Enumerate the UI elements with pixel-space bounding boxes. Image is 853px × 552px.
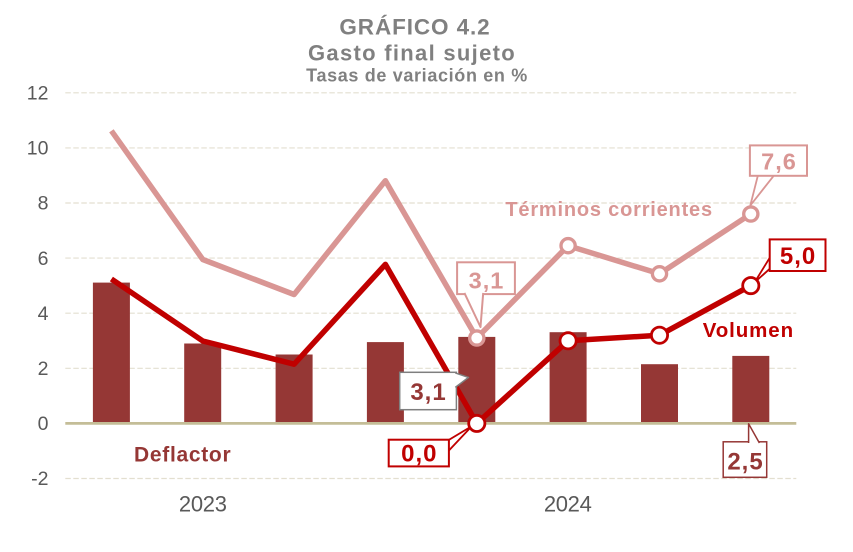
svg-text:2024: 2024 [544, 492, 592, 517]
svg-text:Gasto final sujeto: Gasto final sujeto [308, 41, 516, 66]
svg-text:3,1: 3,1 [469, 268, 505, 294]
svg-text:2023: 2023 [179, 492, 227, 517]
svg-text:5,0: 5,0 [780, 243, 816, 270]
svg-text:GRÁFICO 4.2: GRÁFICO 4.2 [339, 15, 490, 40]
svg-text:Términos corrientes: Términos corrientes [505, 199, 713, 221]
svg-text:6: 6 [38, 248, 49, 270]
svg-text:3,1: 3,1 [410, 379, 446, 406]
svg-text:12: 12 [27, 83, 49, 105]
svg-text:-2: -2 [31, 468, 48, 490]
svg-text:0: 0 [38, 413, 49, 435]
svg-text:Deflactor: Deflactor [134, 444, 231, 467]
svg-text:2,5: 2,5 [727, 449, 763, 476]
svg-text:8: 8 [38, 193, 49, 215]
svg-text:10: 10 [27, 138, 49, 160]
svg-text:4: 4 [38, 303, 49, 325]
svg-text:0,0: 0,0 [401, 440, 437, 467]
svg-text:2: 2 [38, 358, 49, 380]
svg-text:Volumen: Volumen [703, 319, 794, 342]
svg-text:7,6: 7,6 [761, 149, 797, 175]
svg-text:Tasas de variación en %: Tasas de variación en % [306, 66, 528, 86]
